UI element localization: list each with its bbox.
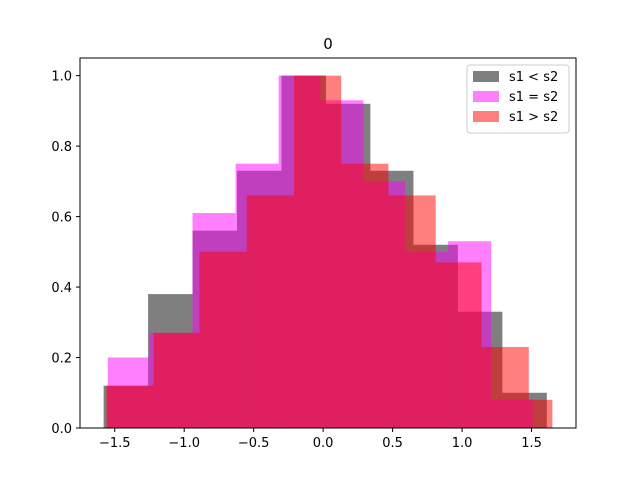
x-tick-label: −1.5: [99, 436, 131, 451]
histogram-bar: [481, 346, 529, 428]
histogram-bar: [246, 195, 294, 428]
y-tick-label: 0.4: [51, 281, 72, 296]
histogram-bar: [199, 251, 247, 428]
y-tick-label: 0.6: [51, 211, 72, 226]
chart-title: 0: [323, 35, 333, 53]
legend-swatch: [473, 91, 499, 102]
histogram-bar: [528, 399, 553, 428]
legend-item: s1 > s2: [473, 110, 558, 125]
histogram-bar: [293, 75, 342, 428]
x-tick-label: −1.0: [168, 436, 200, 451]
y-axis: 0.0 0.2 0.4 0.6 0.8 1.0: [51, 70, 80, 437]
legend-swatch: [473, 111, 499, 122]
plot-area-frame: [79, 57, 577, 429]
legend-label: s1 > s2: [509, 110, 558, 125]
x-tick-label: 1.0: [452, 436, 473, 451]
x-tick-label: −0.5: [238, 436, 270, 451]
histogram-bar: [388, 195, 436, 428]
legend-label: s1 = s2: [509, 90, 558, 105]
histogram-bar: [153, 332, 200, 428]
x-tick-label: 1.5: [521, 436, 542, 451]
legend-item: s1 = s2: [473, 90, 558, 105]
y-tick-label: 0.0: [51, 422, 72, 437]
x-axis: −1.5 −1.0 −0.5 0.0 0.5 1.0 1.5: [99, 428, 542, 451]
legend-item: s1 < s2: [473, 70, 558, 85]
x-tick-label: 0.5: [382, 436, 403, 451]
histogram-bar: [106, 385, 154, 428]
legend: s1 < s2 s1 = s2 s1 > s2: [466, 64, 570, 134]
y-tick-label: 0.8: [51, 140, 72, 155]
series-2: [106, 75, 553, 428]
histogram-bar: [341, 163, 389, 428]
legend-swatch: [473, 71, 499, 82]
histogram-bar: [435, 262, 482, 428]
bars-layer: [103, 75, 553, 429]
legend-label: s1 < s2: [509, 70, 558, 85]
x-tick-label: 0.0: [313, 436, 334, 451]
y-tick-label: 0.2: [51, 352, 72, 367]
y-tick-label: 1.0: [51, 70, 72, 85]
